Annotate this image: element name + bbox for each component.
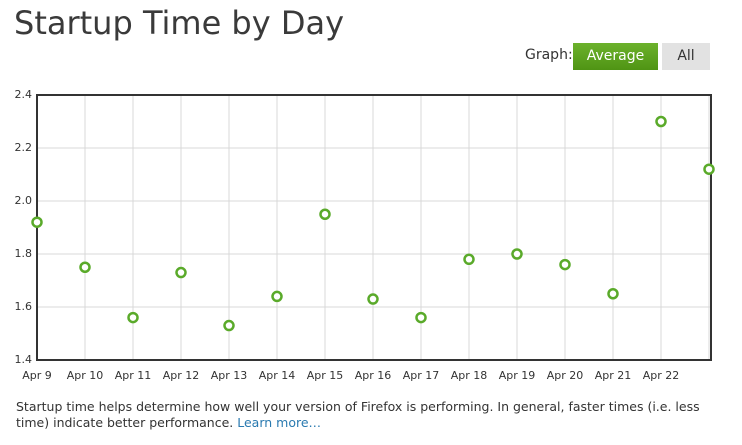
point (559, 258, 571, 271)
point (175, 266, 187, 279)
point (127, 311, 139, 324)
point (511, 248, 523, 260)
x-tick-label: Apr 19 (499, 369, 536, 382)
x-tick-label: Apr 13 (211, 369, 248, 382)
page-title: Startup Time by Day (14, 4, 345, 42)
y-tick-label: 1.4 (15, 353, 33, 366)
point (319, 208, 331, 220)
y-tick-label: 2.0 (15, 194, 33, 207)
y-tick-label: 1.8 (15, 247, 33, 260)
point (367, 293, 379, 305)
point (703, 163, 715, 175)
chart: 1.4 1.6 1.8 2.0 2.2 2.4 Apr 9 Apr 10 Apr 11 Apr 1… (15, 88, 715, 382)
x-tick-label: Apr 10 (67, 369, 104, 382)
x-tick-label: Apr 15 (307, 369, 344, 382)
x-tick-label: Apr 16 (355, 369, 392, 382)
x-tick-label: Apr 9 (22, 369, 52, 382)
x-tick-label: Apr 21 (595, 369, 632, 382)
y-tick-label: 1.6 (15, 300, 33, 313)
average-button[interactable]: Average (573, 43, 658, 70)
y-tick-label: 2.2 (15, 141, 33, 154)
y-tick-label: 2.4 (15, 88, 33, 101)
x-tick-label: Apr 14 (259, 369, 296, 382)
x-tick-label: Apr 17 (403, 369, 440, 382)
x-tick-label: Apr 22 (643, 369, 680, 382)
all-button[interactable]: All (662, 43, 710, 70)
point (415, 311, 427, 324)
x-tick-label: Apr 12 (163, 369, 200, 382)
point (607, 288, 619, 300)
footer: Startup time helps determine how well yo… (16, 399, 716, 431)
point (463, 253, 475, 266)
graph-label: Graph: (525, 47, 573, 63)
point (271, 290, 283, 303)
footer-text: Startup time helps determine how well yo… (16, 399, 700, 430)
point (223, 319, 235, 332)
point (79, 261, 91, 273)
x-tick-label: Apr 20 (547, 369, 584, 382)
learn-more-link[interactable]: Learn more… (237, 415, 322, 430)
x-tick-label: Apr 18 (451, 369, 488, 382)
x-tick-label: Apr 11 (115, 369, 152, 382)
point (655, 115, 667, 128)
point (31, 216, 43, 228)
